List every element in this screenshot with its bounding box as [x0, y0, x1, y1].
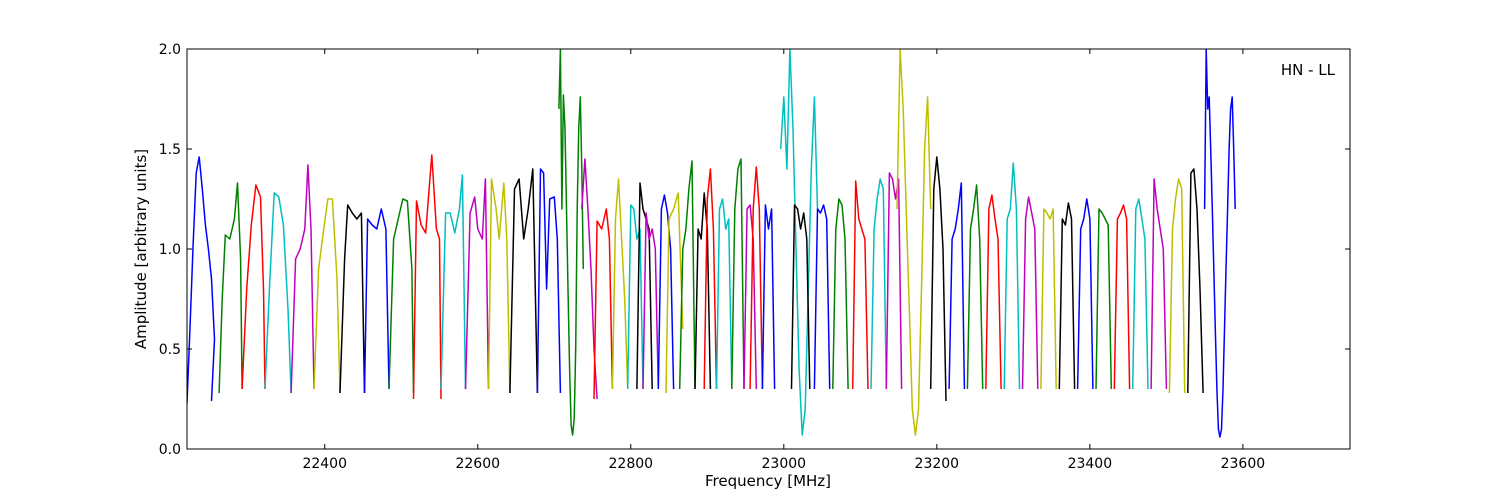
- series-line-48: [1076, 198, 1094, 390]
- series-line-36: [851, 180, 869, 390]
- y-axis: 0.0 0.5 1.0 1.5 2.0: [159, 42, 1350, 458]
- series-line-53: [1168, 178, 1186, 394]
- series-line-34: [813, 204, 831, 390]
- series-layer: [187, 49, 1236, 438]
- series-line-19: [626, 204, 644, 390]
- series-line-26: [703, 168, 718, 390]
- series-line-23: [665, 192, 684, 394]
- series-line-51: [1131, 198, 1149, 390]
- series-line-43: [985, 194, 1002, 390]
- series-line-30: [749, 166, 764, 390]
- series-line-15: [558, 49, 585, 436]
- series-line-18: [611, 178, 629, 390]
- y-tick-label: 2.0: [159, 42, 181, 58]
- series-line-3: [264, 192, 292, 394]
- series-line-6: [339, 204, 366, 394]
- series-line-17: [593, 208, 614, 400]
- series-line-40: [929, 156, 947, 402]
- series-line-5: [313, 198, 341, 394]
- series-line-50: [1113, 204, 1131, 390]
- series-line-55: [1203, 49, 1236, 438]
- series-line-21: [642, 212, 660, 390]
- annotation-label: HN - LL: [1281, 61, 1336, 79]
- series-line-10: [440, 174, 467, 390]
- series-line-35: [832, 198, 849, 390]
- series-line-28: [731, 158, 745, 390]
- series-line-39: [896, 49, 932, 436]
- series-line-54: [1187, 168, 1204, 394]
- series-line-32: [779, 49, 819, 436]
- series-line-52: [1150, 178, 1168, 390]
- series-line-44: [1003, 162, 1021, 390]
- series-line-49: [1095, 208, 1113, 390]
- y-tick-label: 1.5: [159, 142, 181, 158]
- x-tick-label: 23200: [915, 456, 960, 472]
- series-line-13: [509, 168, 539, 394]
- y-axis-label: Amplitude [arbitrary units]: [132, 149, 150, 349]
- series-line-2: [241, 184, 266, 390]
- series-line-47: [1058, 202, 1076, 390]
- series-line-25: [694, 192, 712, 390]
- x-tick-label: 23000: [762, 456, 807, 472]
- x-tick-label: 22800: [609, 456, 654, 472]
- x-tick-label: 22400: [302, 456, 347, 472]
- series-line-45: [1021, 196, 1039, 390]
- series-line-12: [487, 178, 511, 394]
- series-line-31: [761, 204, 776, 390]
- x-tick-label: 23600: [1221, 456, 1266, 472]
- y-tick-label: 1.0: [159, 242, 181, 258]
- series-line-24: [678, 160, 696, 390]
- series-line-20: [636, 182, 653, 390]
- y-tick-label: 0.5: [159, 342, 181, 358]
- series-line-29: [743, 204, 758, 390]
- series-line-42: [966, 184, 984, 390]
- series-line-1: [218, 182, 243, 394]
- series-line-27: [715, 198, 733, 390]
- x-tick-label: 22600: [455, 456, 500, 472]
- series-line-33: [790, 204, 811, 390]
- series-line-8: [388, 198, 415, 394]
- series-line-22: [657, 194, 675, 390]
- series-line-46: [1040, 208, 1057, 390]
- series-line-37: [870, 178, 888, 390]
- series-line-38: [885, 172, 903, 390]
- series-line-14: [536, 168, 562, 394]
- series-line-11: [464, 178, 490, 390]
- series-line-41: [948, 182, 966, 390]
- x-tick-label: 23400: [1068, 456, 1113, 472]
- series-line-0: [187, 156, 216, 404]
- y-tick-label: 0.0: [159, 442, 181, 458]
- series-line-9: [412, 154, 442, 400]
- series-line-7: [363, 208, 390, 394]
- x-axis: 22400 22600 22800 23000 23200 23400 23600: [302, 49, 1265, 472]
- series-line-4: [290, 164, 315, 394]
- x-axis-label: Frequency [MHz]: [705, 472, 831, 490]
